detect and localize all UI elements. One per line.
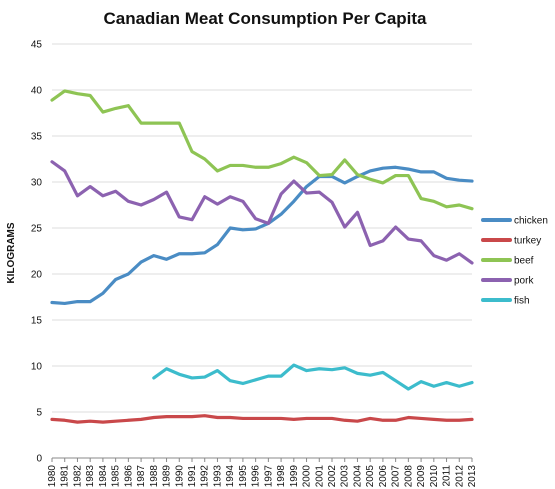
y-axis-ticks: 0 5 10 15 20 25 30 35 40 45 xyxy=(31,40,43,465)
x-tick-label: 1997 xyxy=(263,465,274,488)
chart-title: Canadian Meat Consumption Per Capita xyxy=(103,9,427,28)
y-axis-label: KILOGRAMS xyxy=(6,222,17,283)
x-tick-label: 2000 xyxy=(302,465,313,488)
y-tick-label: 20 xyxy=(31,270,43,281)
series-line-beef xyxy=(50,89,474,211)
legend-label-chicken: chicken xyxy=(514,216,548,227)
x-tick-label: 1989 xyxy=(162,465,173,488)
x-tick-label: 1999 xyxy=(289,465,300,488)
series-line-turkey xyxy=(50,414,474,424)
y-tick-label: 30 xyxy=(31,178,43,189)
y-tick-label: 40 xyxy=(31,86,43,97)
x-tick-label: 1994 xyxy=(225,465,236,488)
x-tick-label: 2003 xyxy=(340,465,351,488)
x-tick-label: 2013 xyxy=(467,465,478,488)
x-tick-label: 2002 xyxy=(327,465,338,488)
x-tick-label: 2010 xyxy=(429,465,440,488)
x-tick-label: 2004 xyxy=(352,465,363,488)
x-tick-label: 1980 xyxy=(47,465,58,488)
x-tick-label: 1982 xyxy=(72,465,83,488)
gridlines xyxy=(52,43,472,459)
x-tick-label: 1995 xyxy=(238,465,249,488)
y-tick-label: 25 xyxy=(31,224,43,235)
x-tick-label: 2008 xyxy=(403,465,414,488)
legend: chicken turkey beef pork fish xyxy=(481,216,548,307)
x-tick-label: 1981 xyxy=(60,465,71,488)
series-line-fish xyxy=(152,363,474,391)
x-axis-ticks: 1980 1981 1982 1983 1984 1985 1986 1987 1988 1989… xyxy=(47,458,478,487)
x-tick-label: 1984 xyxy=(98,465,109,488)
y-tick-label: 15 xyxy=(31,316,43,327)
series-lines xyxy=(50,89,474,424)
x-tick-label: 1991 xyxy=(187,465,198,488)
x-tick-label: 2001 xyxy=(314,465,325,488)
x-tick-label: 1983 xyxy=(85,465,96,488)
y-tick-label: 5 xyxy=(36,408,42,419)
x-tick-label: 1986 xyxy=(123,465,134,488)
y-tick-label: 0 xyxy=(36,454,42,465)
x-tick-label: 2007 xyxy=(391,465,402,488)
x-tick-label: 2006 xyxy=(378,465,389,488)
x-tick-label: 1992 xyxy=(200,465,211,488)
x-tick-label: 1988 xyxy=(149,465,160,488)
legend-label-fish: fish xyxy=(514,296,530,307)
x-tick-label: 2009 xyxy=(416,465,427,488)
x-tick-label: 1985 xyxy=(111,465,122,488)
y-tick-label: 35 xyxy=(31,132,43,143)
legend-label-pork: pork xyxy=(514,276,534,287)
x-tick-label: 2012 xyxy=(454,465,465,488)
x-tick-label: 1987 xyxy=(136,465,147,488)
x-tick-label: 1996 xyxy=(251,465,262,488)
legend-label-turkey: turkey xyxy=(514,236,541,247)
series-line-chicken xyxy=(50,165,474,306)
y-tick-label: 45 xyxy=(31,40,43,51)
x-tick-label: 1993 xyxy=(212,465,223,488)
x-tick-label: 1990 xyxy=(174,465,185,488)
legend-label-beef: beef xyxy=(514,256,534,267)
series-line-pork xyxy=(50,160,474,265)
x-tick-label: 1998 xyxy=(276,465,287,488)
x-tick-label: 2005 xyxy=(365,465,376,488)
x-tick-label: 2011 xyxy=(442,465,453,487)
y-tick-label: 10 xyxy=(31,362,43,373)
